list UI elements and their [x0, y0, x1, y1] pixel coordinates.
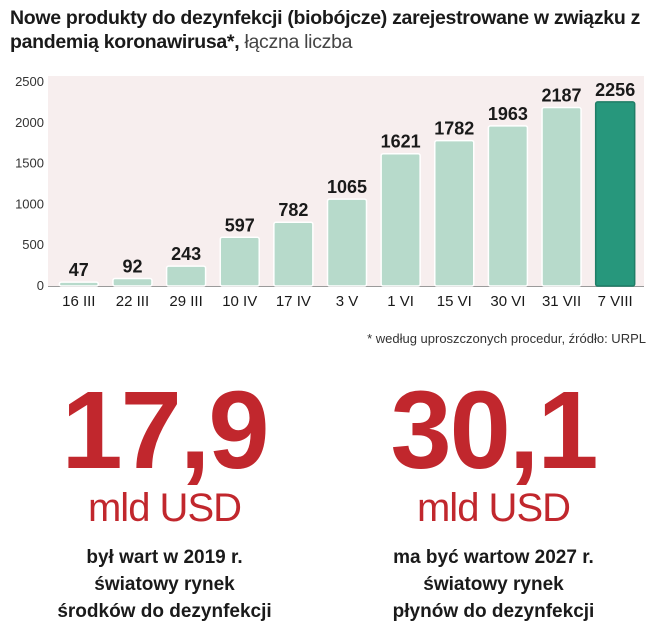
stat-2027: 30,1 mld USD ma być wartow 2027 r. świat…: [329, 372, 658, 625]
data-label: 1963: [488, 104, 528, 124]
x-tick-label: 17 IV: [276, 293, 311, 310]
data-label: 1621: [381, 132, 421, 152]
bar-chart: 0 500 1000 1500 2000 2500 47 16 III 92 22 III 243 2…: [15, 74, 644, 310]
y-tick-label: 1500: [15, 156, 44, 171]
y-tick-label: 2500: [15, 74, 44, 89]
stat-unit: mld USD: [87, 486, 242, 530]
bar: [594, 101, 636, 287]
data-label: 597: [225, 215, 255, 235]
stat-desc-line: światowy rynek: [94, 574, 235, 595]
x-tick-label: 7 VIII: [598, 293, 633, 310]
data-label: 2256: [595, 80, 635, 100]
data-label: 782: [278, 200, 308, 220]
stat-unit: mld USD: [416, 486, 571, 530]
x-tick-label: 31 VII: [542, 293, 581, 310]
x-tick-label: 16 III: [62, 293, 95, 310]
bar: [165, 265, 207, 287]
data-label: 1065: [327, 177, 367, 197]
x-tick-label: 29 III: [169, 293, 202, 310]
bar: [487, 125, 529, 287]
stat-value: 30,1: [390, 369, 598, 492]
stat-description: był wart w 2019 r. światowy rynek środkó…: [0, 544, 329, 625]
x-tick-label: 22 III: [116, 293, 149, 310]
footnote: * według uproszczonych procedur, źródło:…: [367, 331, 646, 346]
bar: [326, 198, 368, 287]
bar: [219, 236, 260, 287]
x-tick-label: 15 VI: [437, 293, 472, 310]
bar: [380, 152, 421, 287]
y-tick-label: 0: [37, 278, 44, 293]
stat-desc-line: płynów do dezynfekcji: [392, 601, 595, 622]
y-tick-label: 500: [22, 237, 44, 252]
x-tick-label: 3 V: [336, 293, 359, 310]
bar: [434, 139, 475, 287]
data-label: 2187: [542, 86, 582, 106]
chart-title: Nowe produkty do dezynfekcji (biobójcze)…: [10, 6, 650, 54]
data-label: 47: [69, 260, 89, 280]
stat-desc-line: środków do dezynfekcji: [57, 601, 272, 622]
title-light: łączna liczba: [239, 31, 353, 53]
bar: [541, 106, 582, 287]
title-bold: Nowe produkty do dezynfekcji (biobójcze)…: [10, 7, 641, 53]
x-tick-label: 1 VI: [387, 293, 414, 310]
x-tick-label: 10 IV: [222, 293, 257, 310]
bar: [58, 281, 100, 287]
data-label: 1782: [434, 119, 474, 139]
stat-desc-line: światowy rynek: [423, 574, 564, 595]
bar: [273, 221, 314, 287]
bar: [112, 277, 153, 287]
stat-description: ma być wartow 2027 r. światowy rynek pły…: [329, 544, 658, 625]
data-label: 92: [122, 256, 142, 276]
stat-2019: 17,9 mld USD był wart w 2019 r. światowy…: [0, 372, 329, 625]
y-tick-label: 2000: [15, 115, 44, 130]
stat-desc-line: był wart w 2019 r.: [86, 547, 243, 568]
y-tick-label: 1000: [15, 196, 44, 211]
stat-desc-line: ma być wartow 2027 r.: [393, 547, 594, 568]
data-label: 243: [171, 244, 201, 264]
stat-value: 17,9: [61, 369, 269, 492]
x-tick-label: 30 VI: [490, 293, 525, 310]
